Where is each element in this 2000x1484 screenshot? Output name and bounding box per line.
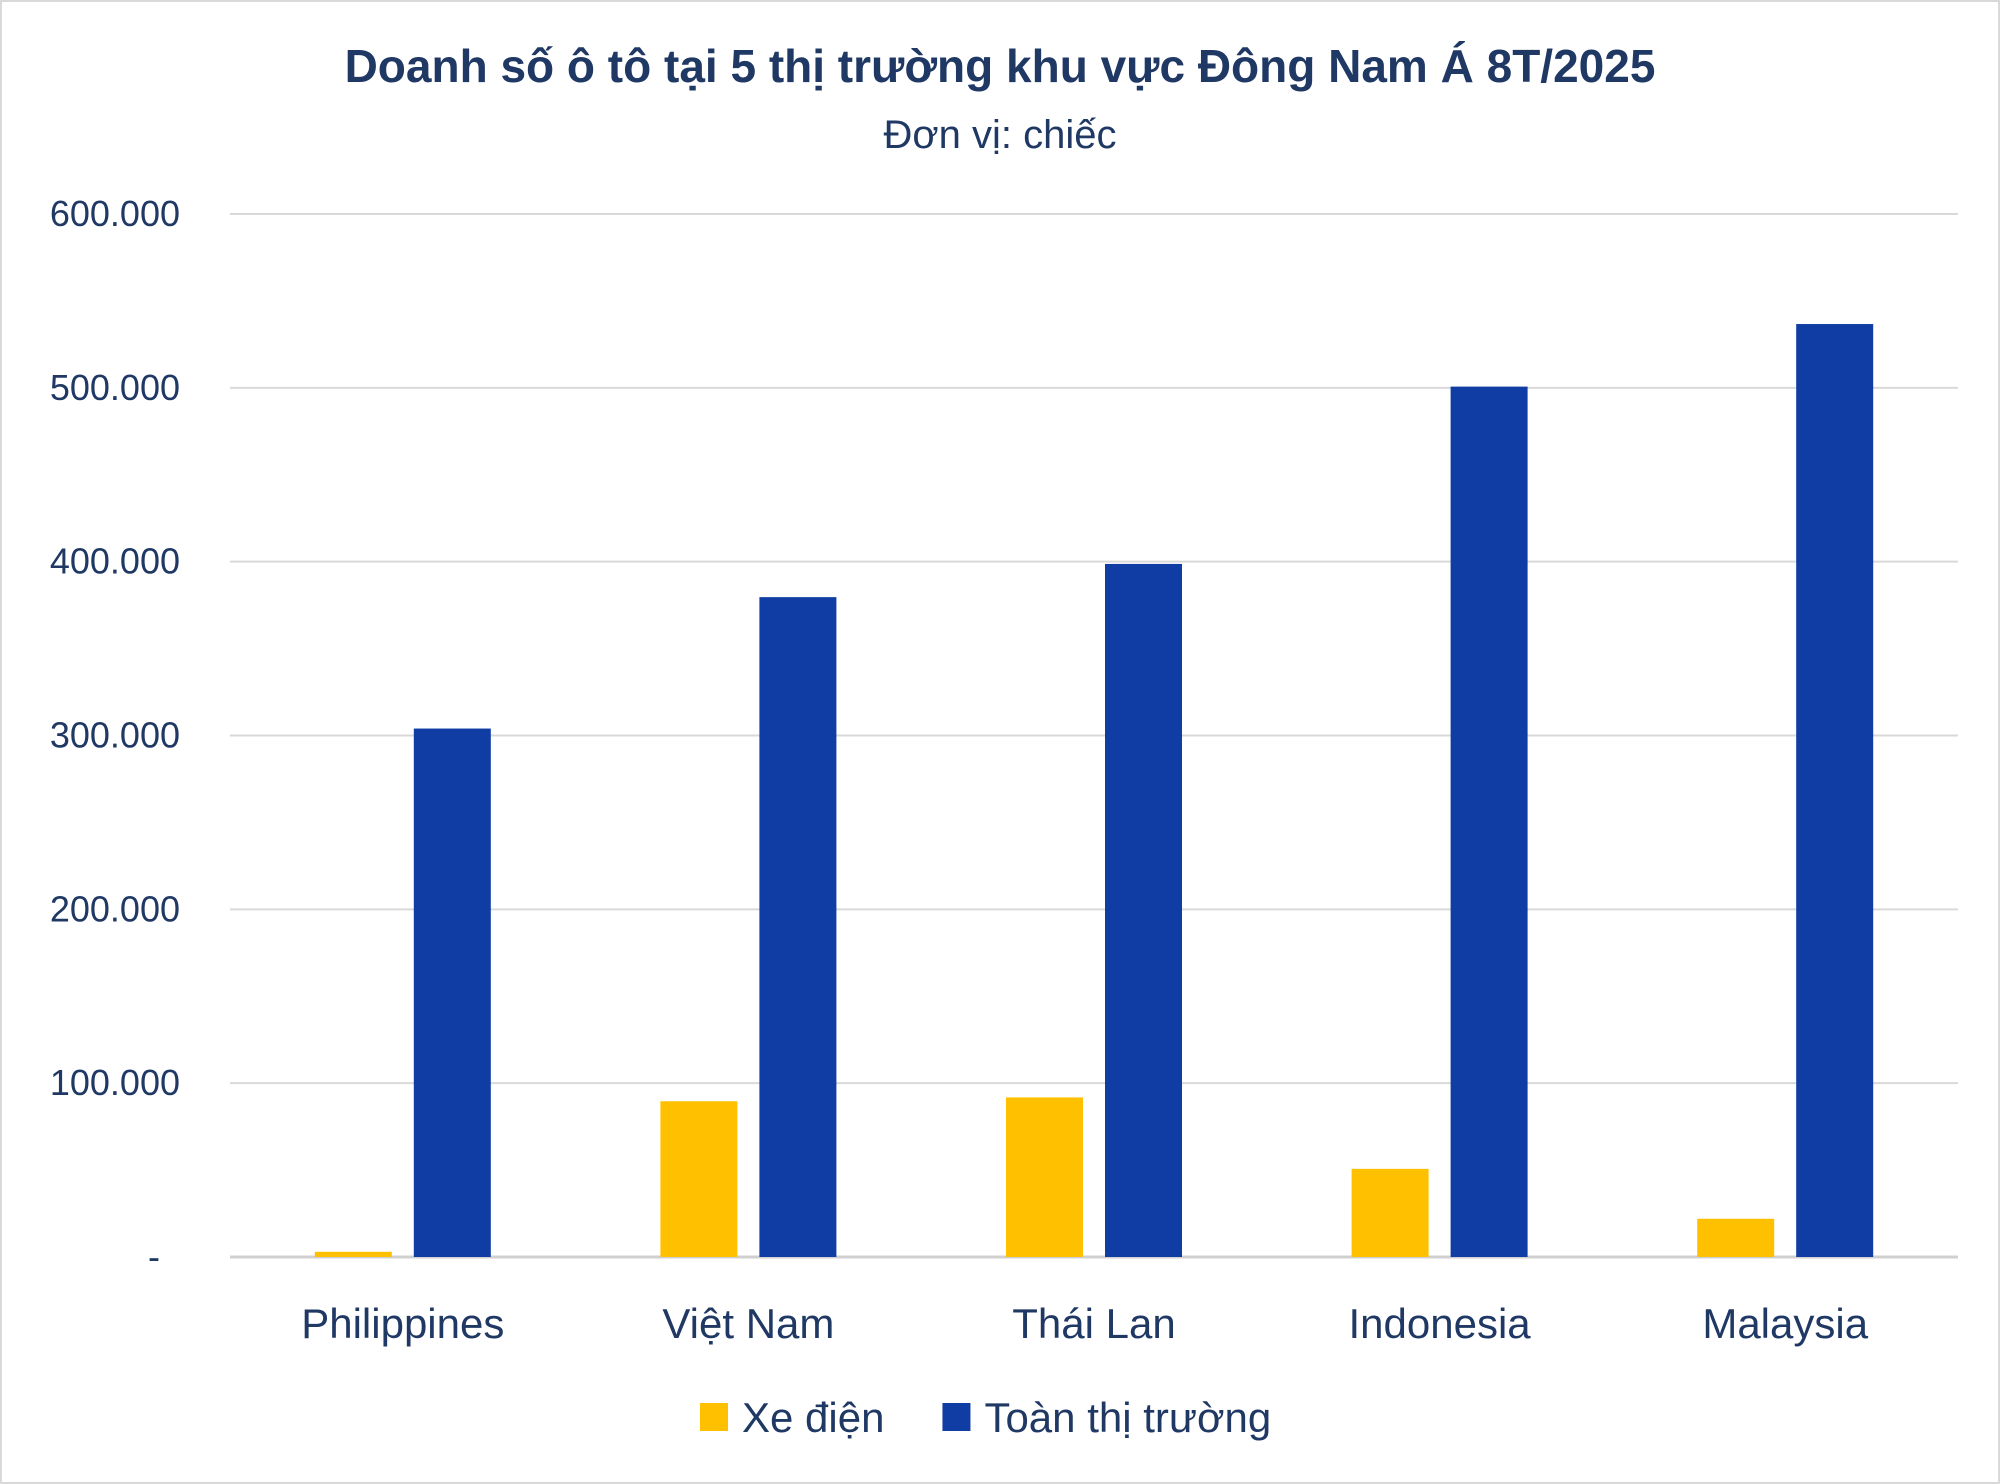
bar-total	[413, 728, 491, 1257]
legend-label: Xe điện	[742, 1394, 884, 1441]
x-tick-label: Malaysia	[1702, 1300, 1868, 1347]
y-tick-label: 400.000	[50, 541, 180, 582]
bar-total	[1796, 324, 1874, 1257]
bar-total	[1450, 386, 1528, 1258]
x-tick-label: Indonesia	[1349, 1300, 1532, 1347]
bar-ev	[1006, 1097, 1083, 1257]
legend-swatch	[700, 1403, 728, 1431]
y-tick-label: 200.000	[50, 888, 180, 929]
bar-total	[1105, 563, 1182, 1257]
y-tick-label: -	[148, 1236, 160, 1277]
y-tick-label: 600.000	[50, 193, 180, 234]
x-tick-label: Thái Lan	[1012, 1300, 1175, 1347]
bar-ev	[1351, 1168, 1429, 1257]
x-tick-label: Việt Nam	[662, 1300, 834, 1347]
legend-swatch	[942, 1403, 971, 1431]
chart-title: Doanh số ô tô tại 5 thị trường khu vực Đ…	[345, 40, 1656, 92]
bar-total	[759, 597, 837, 1257]
x-tick-label: Philippines	[301, 1300, 504, 1347]
bar-ev	[1697, 1218, 1775, 1257]
legend-label: Toàn thị trường	[984, 1394, 1271, 1441]
chart-subtitle: Đơn vị: chiếc	[884, 113, 1117, 157]
y-tick-label: 500.000	[50, 367, 180, 408]
bar-ev	[314, 1251, 392, 1257]
y-tick-label: 300.000	[50, 715, 180, 756]
y-tick-label: 100.000	[50, 1062, 180, 1103]
bar-ev	[660, 1101, 738, 1257]
